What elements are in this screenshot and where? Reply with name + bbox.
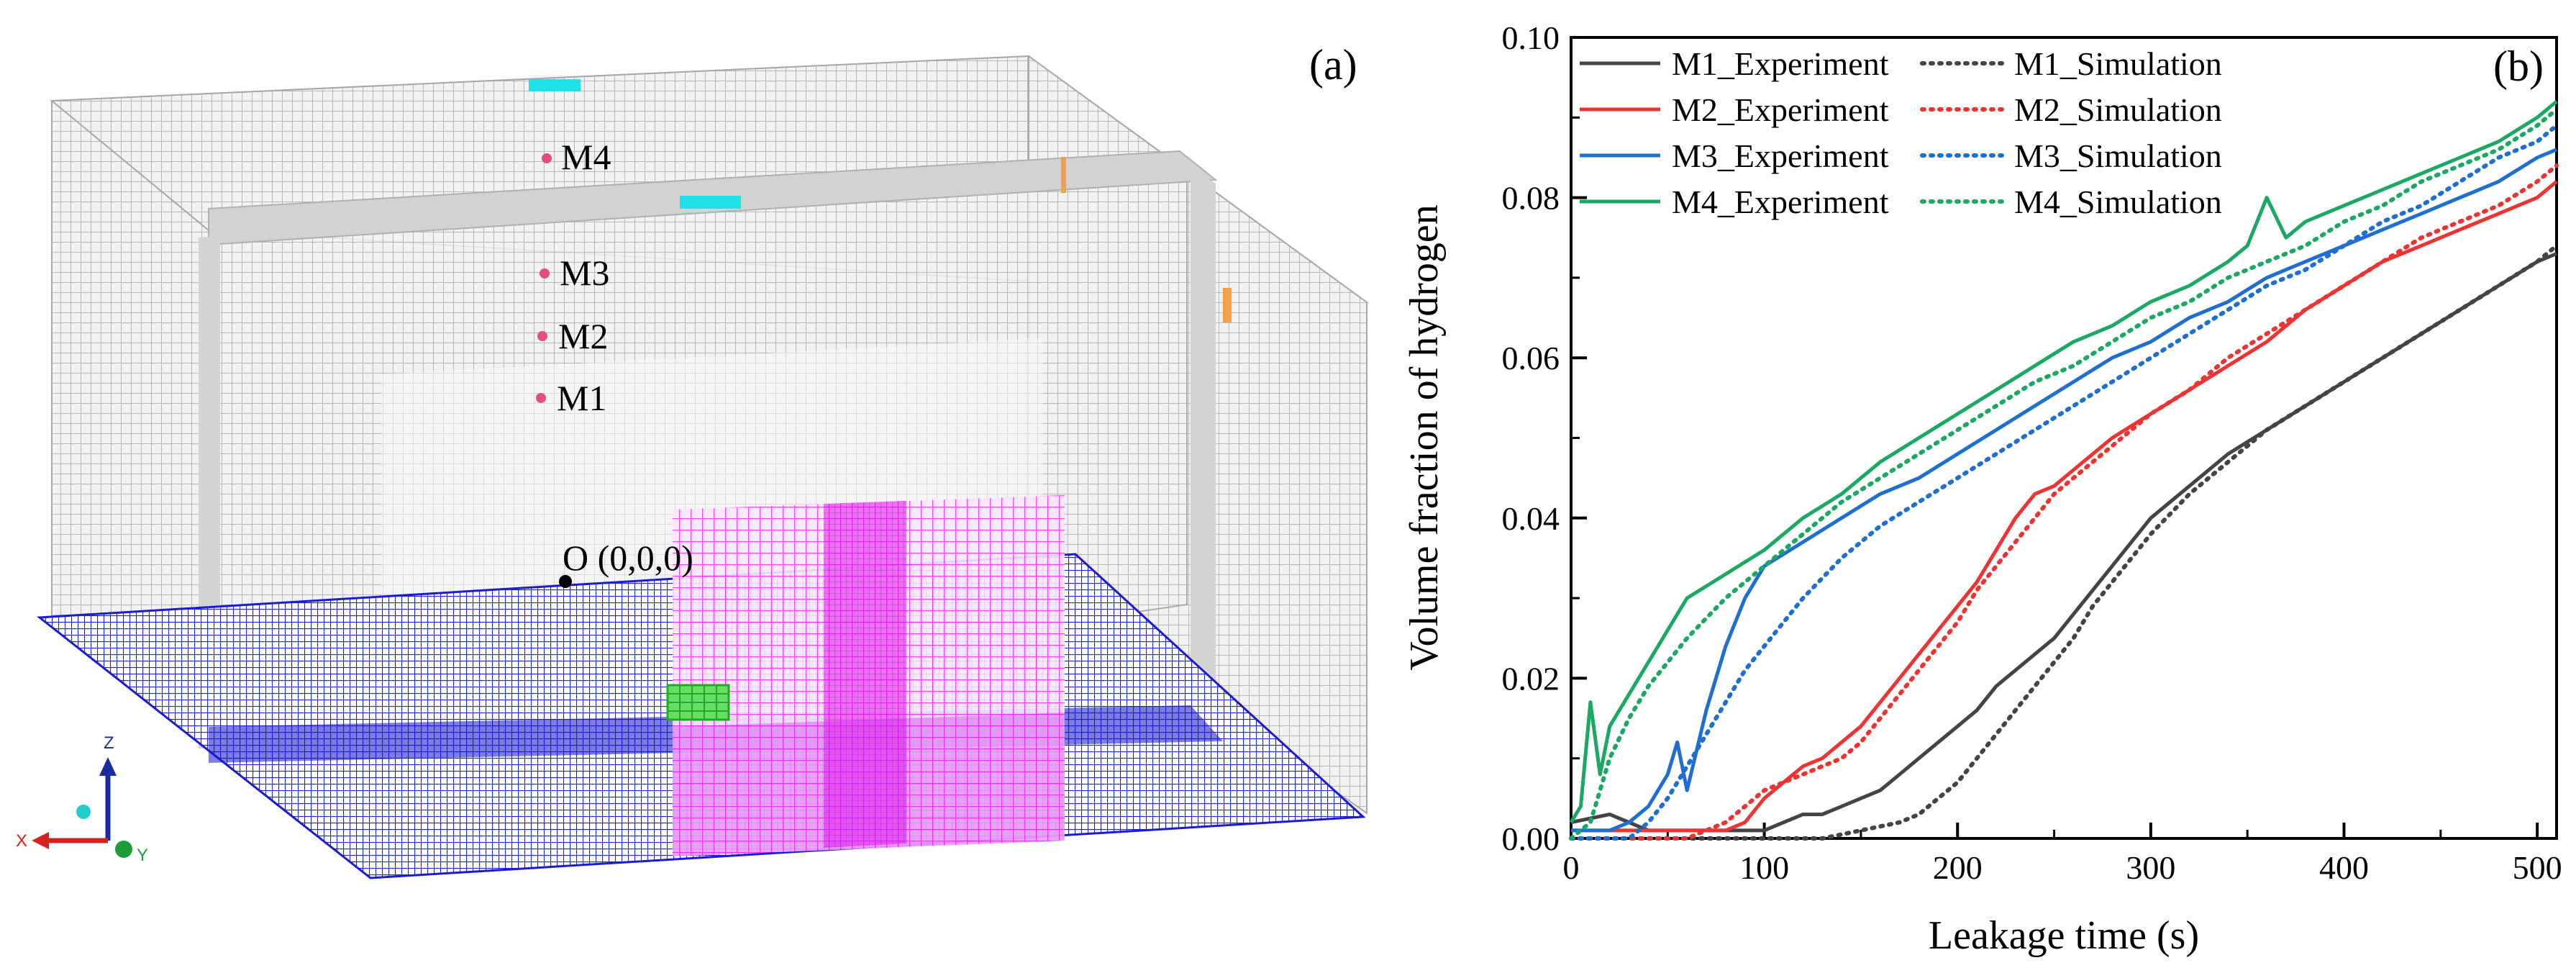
legend-label: M1_Experiment xyxy=(1672,45,1889,82)
column-right xyxy=(1191,169,1216,756)
origin-label: O (0,0,0) xyxy=(563,538,693,578)
series-m3-simulation xyxy=(1569,123,2559,841)
x-tick-label: 200 xyxy=(1933,849,1983,886)
orange-marker-1 xyxy=(1061,157,1066,193)
series-m4-experiment xyxy=(1569,100,2558,823)
probe-m2-icon xyxy=(537,331,547,341)
axis-triad: Z X Y xyxy=(16,733,148,865)
x-axis-label: Leakage time (s) xyxy=(1929,913,2199,958)
panel-a-label: (a) xyxy=(1309,41,1357,89)
y-tick-label: 0.00 xyxy=(1502,820,1560,857)
y-tick-label: 0.06 xyxy=(1502,340,1560,376)
legend-label: M4_Experiment xyxy=(1672,184,1889,220)
probe-m4-label: M4 xyxy=(561,137,611,177)
x-tick-label: 500 xyxy=(2513,849,2562,886)
probe-m1-icon xyxy=(536,393,546,403)
origin-point-icon xyxy=(559,575,572,588)
series-m3-experiment xyxy=(1571,148,2557,833)
series-m1-experiment xyxy=(1570,252,2557,833)
series-lines xyxy=(1569,100,2559,841)
legend-label: M3_Experiment xyxy=(1672,137,1889,174)
y-tick-label: 0.04 xyxy=(1502,500,1560,537)
y-tick-label: 0.02 xyxy=(1502,660,1560,697)
triad-z-label: Z xyxy=(104,733,114,753)
legend-label: M2_Simulation xyxy=(2014,91,2222,128)
leak-source xyxy=(666,684,730,721)
y-tick-label: 0.10 xyxy=(1502,19,1560,56)
series-m2-experiment xyxy=(1571,180,2558,833)
y-ticks: 0.00 0.02 0.04 0.06 0.08 0.10 xyxy=(1502,19,1587,857)
probe-m4-icon xyxy=(542,153,552,163)
legend: M1_Experiment M1_Simulation M2_Experiment M… xyxy=(1580,45,2222,220)
leak-plane-dense xyxy=(824,501,906,848)
legend-label: M2_Experiment xyxy=(1672,91,1889,128)
probe-m1-label: M1 xyxy=(557,378,606,418)
y-axis-label: Volume fraction of hydrogen xyxy=(1402,204,1447,670)
x-tick-label: 100 xyxy=(1739,849,1789,886)
x-tick-label: 0 xyxy=(1563,849,1580,886)
x-tick-label: 300 xyxy=(2126,849,2175,886)
vent-top-icon xyxy=(529,79,581,91)
panel-b-chart: 0 100 200 300 400 500 0.00 0.02 0.04 0.06 0.08 0.1… xyxy=(1402,19,2562,958)
leak-plane-floor xyxy=(673,712,1065,856)
series-m4-simulation xyxy=(1569,107,2559,841)
panel-b-label: (b) xyxy=(2493,42,2544,90)
vent-beam-icon xyxy=(680,196,741,209)
x-ticks: 0 100 200 300 400 500 xyxy=(1563,823,2562,886)
triad-x-label: X xyxy=(16,831,27,851)
probe-m3-icon xyxy=(540,268,550,279)
panel-a-mesh-view: M4 M3 M2 M1 O (0,0,0) (a) Z X Y xyxy=(16,41,1370,879)
x-tick-label: 400 xyxy=(2319,849,2369,886)
legend-label: M1_Simulation xyxy=(2014,45,2222,82)
probe-m2-label: M2 xyxy=(558,316,608,356)
series-m1-simulation xyxy=(1569,243,2559,841)
legend-label: M3_Simulation xyxy=(2014,137,2222,174)
series-m2-simulation xyxy=(1569,163,2559,841)
y-tick-label: 0.08 xyxy=(1502,180,1560,217)
triad-y-label: Y xyxy=(137,846,148,865)
legend-label: M4_Simulation xyxy=(2014,184,2222,220)
probe-m3-label: M3 xyxy=(560,253,609,293)
orange-marker-2 xyxy=(1223,288,1232,322)
